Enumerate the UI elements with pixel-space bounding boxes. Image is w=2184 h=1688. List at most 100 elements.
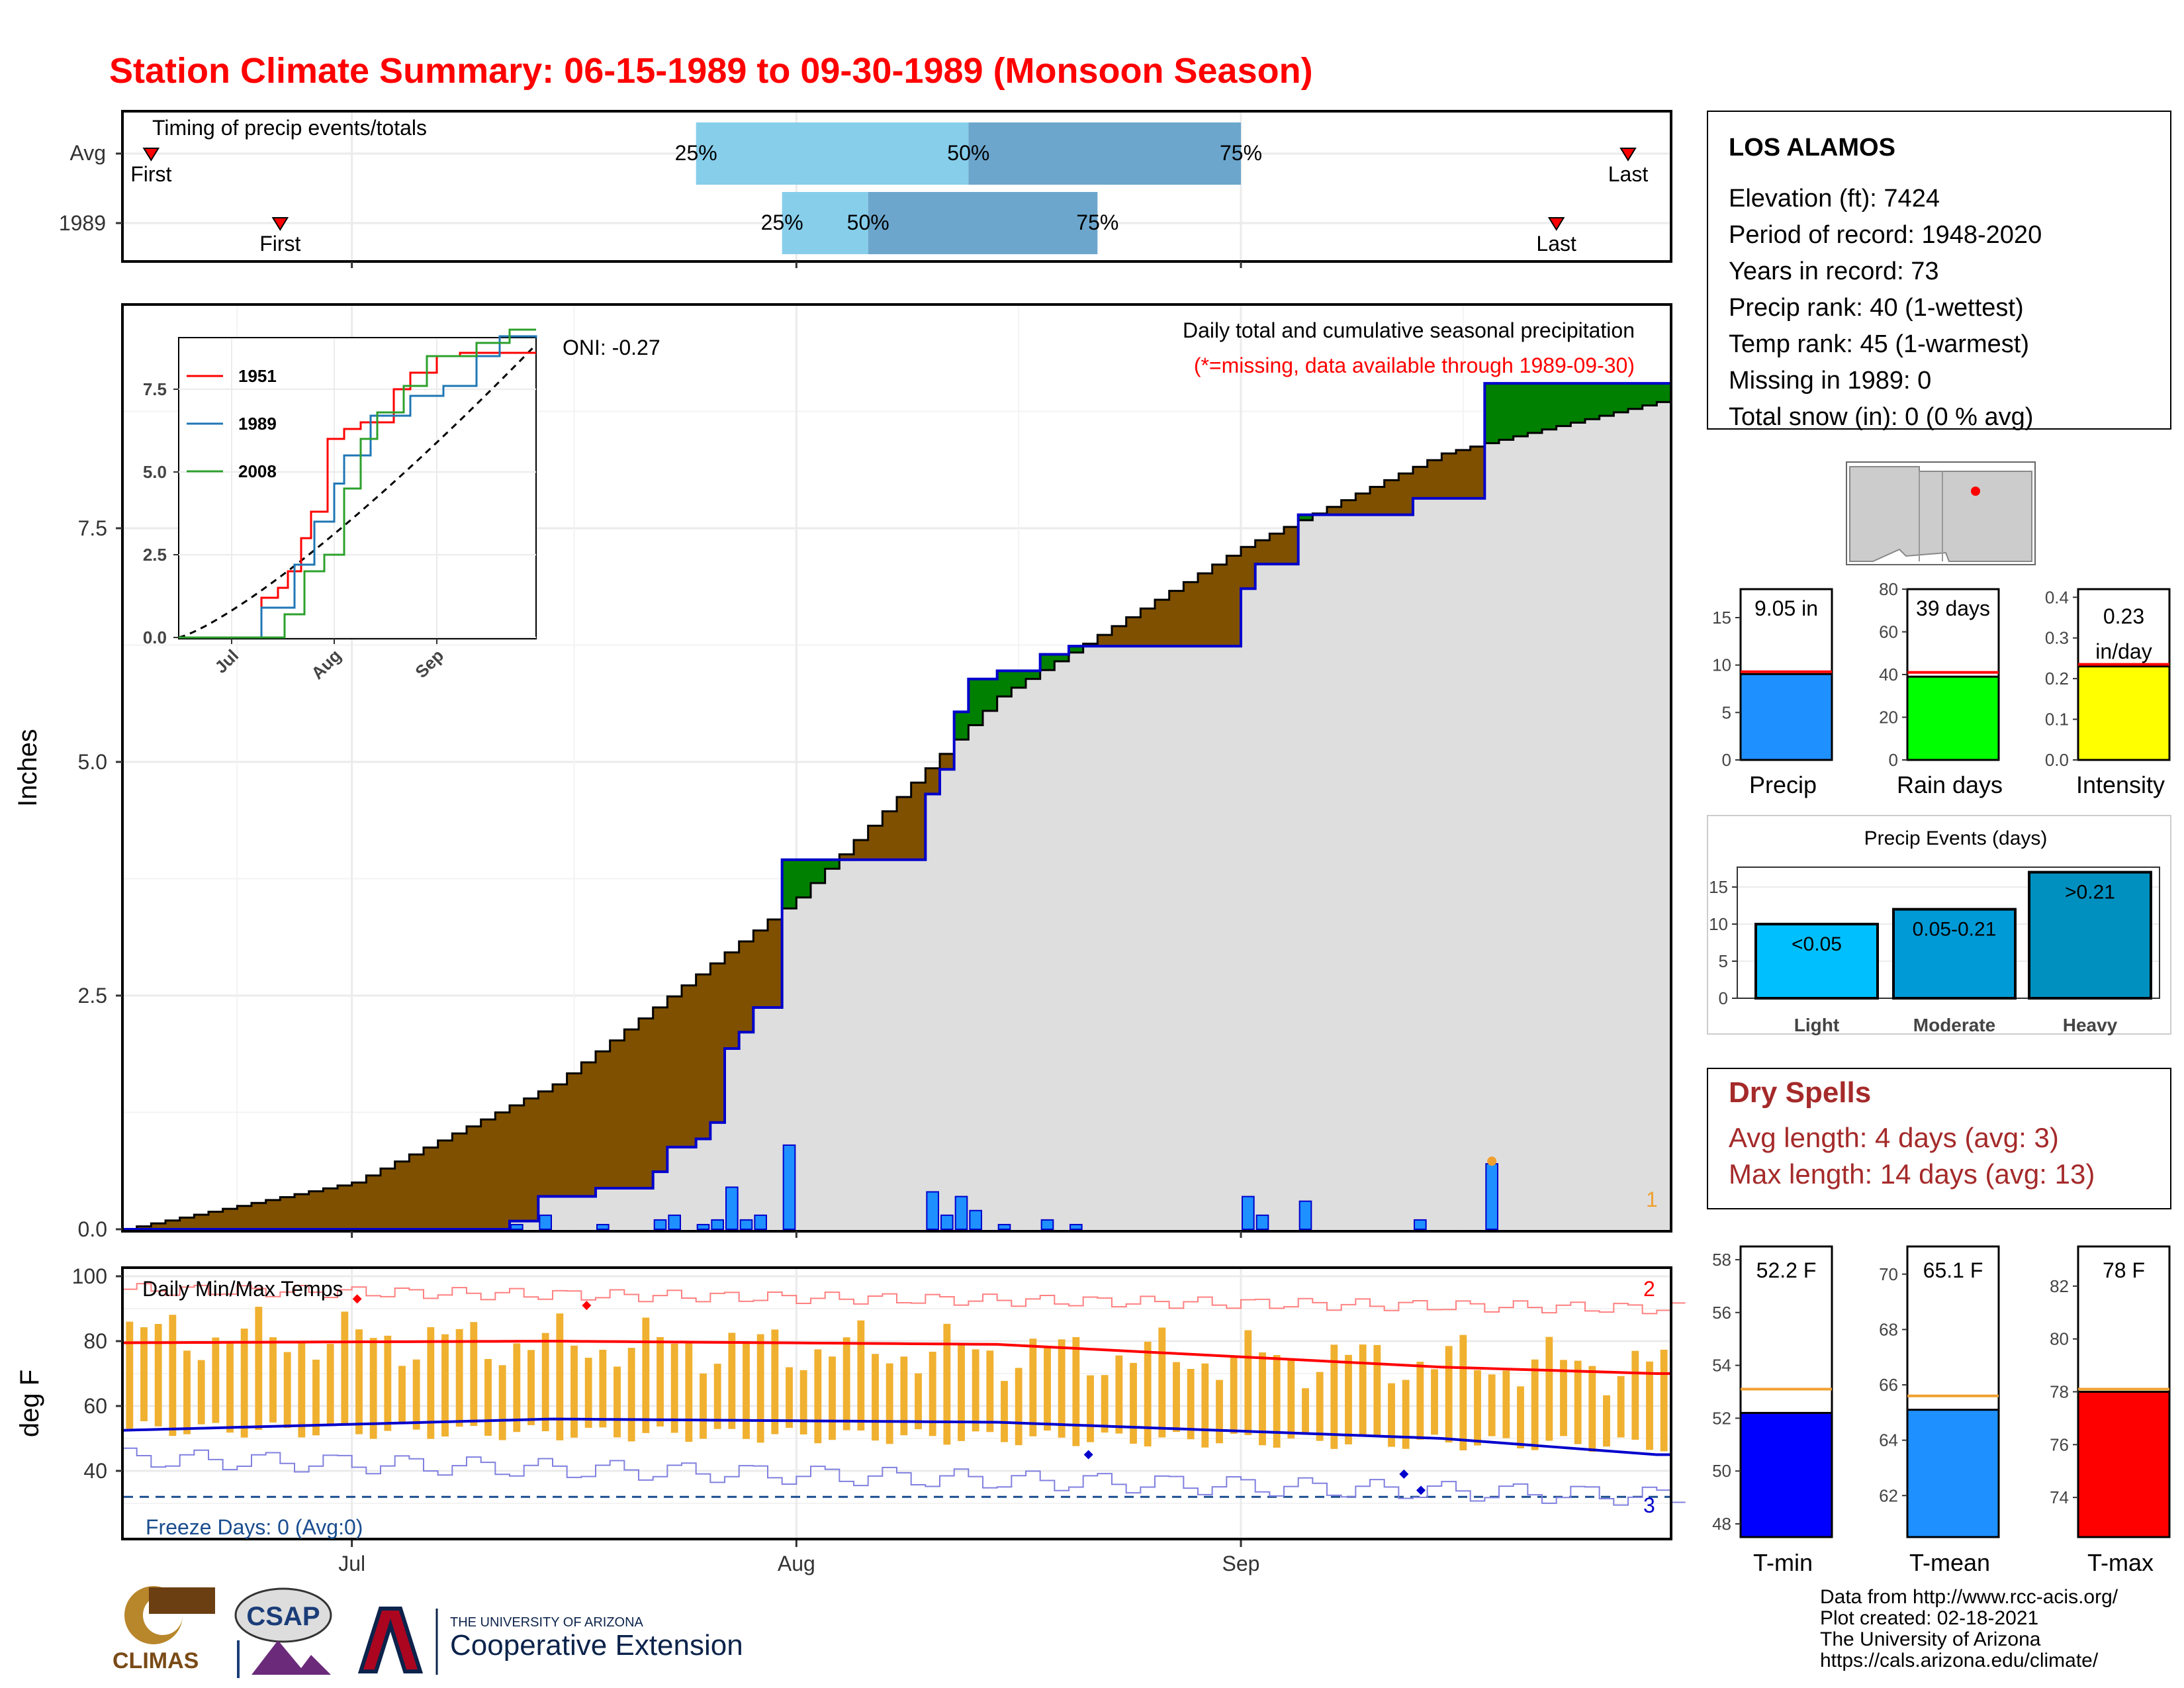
daily-temp-bar [670,1343,678,1433]
inset-line-1951 [179,352,536,639]
daily-temp-bar [513,1343,521,1432]
events-bar-label: 0.05-0.21 [1913,919,1997,941]
daily-precip-bar [940,1214,954,1230]
station-info: LOS ALAMOS Elevation (ft): 7424 Period of… [1707,111,2171,431]
precip-events-panel: Precip Events (days) 0 5 10 15 <0.05 Light 0.0… [1707,815,2171,1035]
daily-temp-bar [1459,1335,1467,1450]
temp-bar-tick-label: 64 [1879,1430,1898,1450]
temp-bar-tick-label: 66 [1879,1375,1898,1395]
daily-temp-bar [1316,1372,1324,1441]
daily-temp-bar [1029,1338,1037,1436]
inset-legend-label: 2008 [238,461,277,481]
mini-bar-value: 9.05 in [1754,596,1818,620]
events-tick-label: 10 [1709,914,1728,934]
mini-bar-value-unit: in/day [2095,639,2152,663]
temp-bar-tick-label: 78 [2050,1382,2069,1402]
mini-bar-value: 39 days [1916,596,1990,620]
daily-precip-bar [997,1223,1011,1230]
mini-bar-tick-label: 80 [1879,579,1898,599]
timing-label: Timing of precip events/totals [152,116,427,140]
daily-temp-bar [1531,1359,1539,1450]
daily-temp-bar [369,1338,377,1439]
events-category: Moderate [1913,1015,1995,1035]
daily-temp-bar [627,1348,635,1442]
timing-pct-label: 50% [947,141,989,165]
daily-temp-bar [700,1373,707,1439]
daily-temp-bar [1302,1388,1309,1434]
daily-precip-bar [739,1219,753,1231]
timing-last-marker [1547,217,1565,231]
events-bar-1 [1892,908,2017,1000]
daily-temp-bar [1144,1341,1152,1447]
record-marker [1399,1469,1409,1479]
daily-temp-bar [240,1329,248,1438]
mini-bar-value: 0.23 [2103,604,2144,628]
daily-temp-bar [1015,1368,1023,1446]
events-bar-label: >0.21 [2065,882,2115,904]
station-info-line: Total snow (in): 0 (0 % avg) [1729,403,2033,431]
daily-temp-bar [584,1358,592,1428]
daily-temp-bar [1588,1366,1596,1452]
timing-row-1989: 1989 [59,211,106,235]
inset-ytick-label: 2.5 [143,545,167,565]
daily-temp-bar [1001,1381,1008,1442]
ua-logo-big: Cooperative Extension [450,1629,743,1662]
temp-bar-value: 78 F [2103,1258,2145,1282]
daily-precip-bar [954,1196,968,1230]
daily-precip-bar [539,1214,552,1230]
daily-temp-bar [283,1352,291,1429]
temp-xtick-label: Jul [338,1552,365,1575]
avg-cumulative-line [122,400,1671,1231]
daily-temp-bar [1359,1344,1367,1435]
temp-bar-1 [1906,1409,2000,1538]
main-ytick-label: 5.0 [78,750,107,774]
daily-temp-bar [743,1341,750,1439]
oni-label: ONI: -0.27 [563,336,660,359]
events-tick-label: 0 [1719,988,1728,1008]
daily-temp-bar [183,1350,191,1434]
daily-temp-bar [1545,1336,1553,1441]
daily-temp-bar [1058,1339,1066,1438]
daily-temp-bar [1044,1348,1051,1431]
daily-temp-bar [1259,1352,1266,1446]
daily-temp-bar [470,1322,478,1427]
temp-panel: Daily Min/Max Temps Freeze Days: 0 (Avg:… [15,1264,1686,1575]
footer-line-1: Data from http://www.rcc-acis.org/ [1820,1586,2118,1608]
mini-bar-tick-label: 60 [1879,622,1898,642]
events-bar-2 [2028,870,2152,1000]
mini-bar-tick-label: 10 [1712,655,1731,675]
temp-ytick-label: 100 [72,1264,107,1288]
daily-temp-bar [713,1364,721,1429]
mini-bar-tick-label: 0.0 [2045,750,2069,770]
mini-bar-tick-label: 15 [1712,608,1731,628]
temp-bar-tick-label: 52 [1712,1408,1731,1428]
mini-bar-tick-label: 0.4 [2045,587,2069,607]
temp-bar-tick-label: 54 [1712,1356,1731,1376]
events-category: Heavy [2063,1015,2118,1035]
station-info-line: Elevation (ft): 7424 [1729,185,1940,212]
timing-row-avg: Avg [69,141,106,165]
daily-temp-bar [498,1365,506,1440]
daily-temp-bar [1216,1380,1223,1444]
daily-temp-bar [1517,1386,1524,1448]
daily-temp-bar [685,1342,693,1442]
daily-precip-bar [725,1186,739,1230]
daily-temp-bar [1388,1383,1395,1447]
daily-temp-bar [570,1345,578,1438]
daily-temp-bar [1574,1360,1582,1444]
daily-temp-bar [599,1350,607,1428]
temp-bar-label: T-max [2087,1549,2154,1576]
main-ytick-label: 0.0 [78,1217,107,1241]
daily-temp-bar [1173,1362,1180,1432]
daily-temp-bar [1330,1344,1338,1449]
events-tick-label: 5 [1719,951,1728,971]
precip-note-title: Daily total and cumulative seasonal prec… [1183,318,1635,342]
tmin-avg-line [122,1417,1671,1456]
temp-bar-tick-label: 58 [1712,1250,1731,1270]
station-name: LOS ALAMOS [1729,134,1895,162]
daily-precip-bar [1040,1219,1054,1231]
mini-bar-tick-label: 40 [1879,665,1898,684]
footer-line-4: https://cals.arizona.edu/climate/ [1820,1650,2099,1671]
mini-bar-1 [1906,675,2000,761]
timing-first-marker [271,217,289,231]
